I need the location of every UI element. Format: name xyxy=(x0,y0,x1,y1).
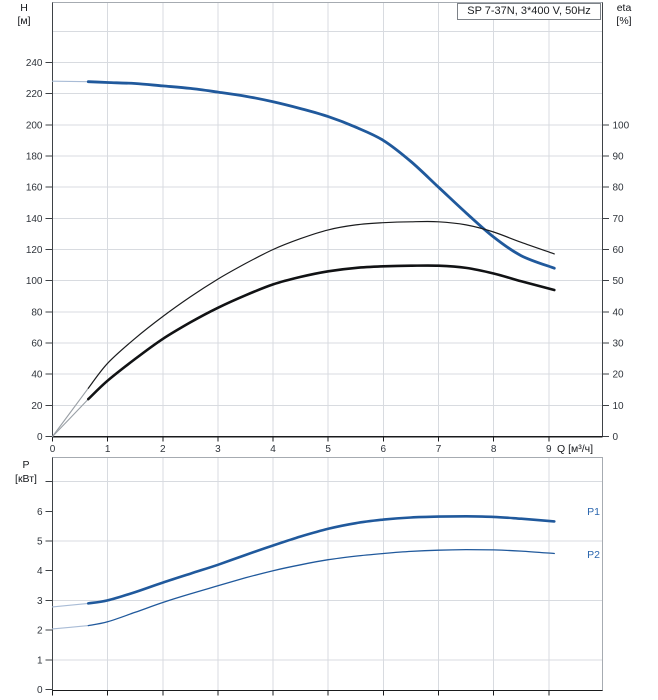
h-tick-label: 240 xyxy=(26,58,43,69)
head-curve xyxy=(86,80,556,270)
right-axis-title-unit: [%] xyxy=(616,15,631,27)
p-tick-label: 1 xyxy=(37,655,43,666)
power-axis-title-unit: [кВт] xyxy=(15,473,37,485)
h-tick-label: 80 xyxy=(31,307,43,318)
bottom-chart-frame xyxy=(52,457,603,691)
q-tick-label: 5 xyxy=(325,444,331,455)
eta-thick-curve-lead xyxy=(51,398,89,438)
eta-tick-label: 80 xyxy=(613,183,625,194)
h-tick-label: 200 xyxy=(26,120,43,131)
q-tick-label: 8 xyxy=(491,444,497,455)
right-axis-title-eta: eta xyxy=(617,2,632,14)
p-tick-label: 2 xyxy=(37,626,43,637)
left-axis-title-h: H xyxy=(20,2,28,14)
q-tick-label: 0 xyxy=(50,444,56,455)
h-tick-label: 40 xyxy=(31,370,43,381)
eta-thin-curve xyxy=(87,220,555,389)
p2-curve-lead xyxy=(51,625,89,630)
eta-tick-label: 90 xyxy=(613,151,625,162)
h-tick-label: 160 xyxy=(26,183,43,194)
series-label-p1: P1 xyxy=(587,506,600,518)
eta-tick-label: 30 xyxy=(613,338,625,349)
chart-generated-layer: 0204060801001201401601802002202400102030… xyxy=(26,2,630,696)
eta-tick-label: 100 xyxy=(613,120,630,131)
p2-curve xyxy=(87,548,555,627)
q-tick-label: 1 xyxy=(105,444,111,455)
q-tick-label: 9 xyxy=(546,444,552,455)
eta-tick-label: 40 xyxy=(613,307,625,318)
q-tick-label: 6 xyxy=(381,444,387,455)
q-tick-label: 3 xyxy=(215,444,221,455)
left-axis-title-unit: [м] xyxy=(17,15,30,27)
eta-tick-label: 0 xyxy=(613,432,619,443)
eta-tick-label: 50 xyxy=(613,276,625,287)
h-tick-label: 20 xyxy=(31,401,43,412)
h-tick-label: 0 xyxy=(37,432,43,443)
top-chart-frame xyxy=(52,2,603,437)
eta-thin-curve-lead xyxy=(51,387,89,438)
x-axis-title-q: Q [м³/ч] xyxy=(557,443,593,455)
power-axis-title-p: P xyxy=(22,459,29,471)
p1-curve-lead xyxy=(51,602,89,608)
h-tick-label: 220 xyxy=(26,89,43,100)
head-curve-lead xyxy=(51,80,89,83)
h-tick-label: 100 xyxy=(26,276,43,287)
series-label-p2: P2 xyxy=(587,549,600,561)
eta-tick-label: 60 xyxy=(613,245,625,256)
h-tick-label: 120 xyxy=(26,245,43,256)
h-tick-label: 180 xyxy=(26,152,43,163)
q-tick-label: 7 xyxy=(436,444,442,455)
p-tick-label: 5 xyxy=(37,537,43,548)
h-tick-label: 60 xyxy=(31,339,43,350)
p1-curve xyxy=(87,515,556,605)
p-tick-label: 0 xyxy=(37,685,43,696)
eta-tick-label: 70 xyxy=(613,214,625,225)
p-tick-label: 3 xyxy=(37,596,43,607)
eta-thick-curve xyxy=(87,264,556,401)
p-tick-label: 6 xyxy=(37,507,43,518)
eta-tick-label: 10 xyxy=(613,401,625,412)
eta-tick-label: 20 xyxy=(613,370,625,381)
q-tick-label: 4 xyxy=(270,444,276,455)
q-tick-label: 2 xyxy=(160,444,166,455)
p-tick-label: 4 xyxy=(37,566,43,577)
chart-title: SP 7-37N, 3*400 V, 50Hz xyxy=(457,3,601,20)
h-tick-label: 140 xyxy=(26,214,43,225)
